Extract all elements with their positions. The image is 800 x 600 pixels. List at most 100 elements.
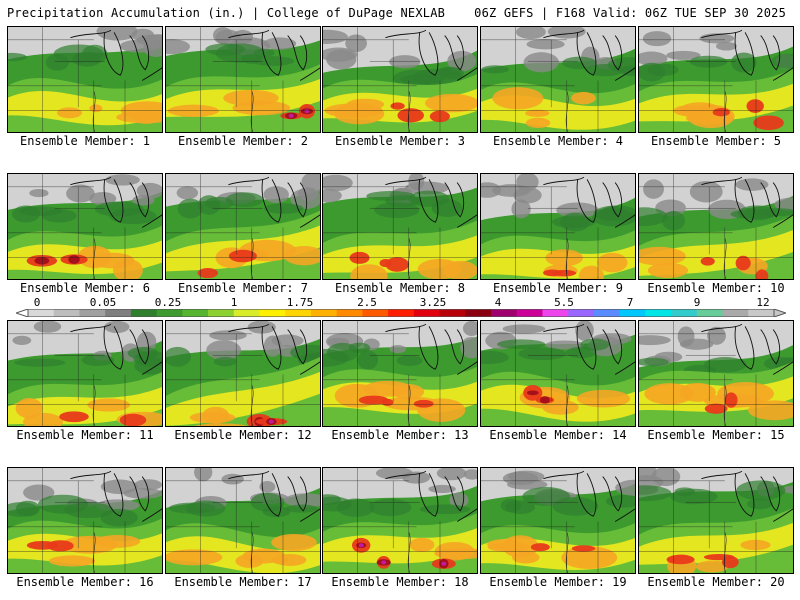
- precip-cell: [492, 87, 544, 110]
- ensemble-member-label: Ensemble Member: 12: [174, 428, 312, 442]
- colorbar-swatch: [182, 309, 209, 317]
- precip-cell: [77, 245, 112, 269]
- precip-cell: [695, 560, 729, 573]
- lake-michigan: [576, 179, 597, 223]
- colorbar-swatch: [156, 309, 183, 317]
- ensemble-map-panel: [322, 320, 478, 427]
- lake-superior: [385, 176, 427, 186]
- lake-superior: [228, 470, 270, 480]
- lake-huron: [602, 182, 623, 218]
- mississippi-river: [92, 91, 96, 132]
- ensemble-map-panel: [165, 26, 321, 133]
- precip-cell: [87, 398, 131, 412]
- mississippi-river: [407, 532, 411, 573]
- lake-huron: [287, 476, 308, 512]
- lake-huron: [287, 182, 308, 218]
- precip-cell: [748, 400, 793, 421]
- precip-cell: [571, 91, 596, 105]
- lake-erie: [614, 214, 635, 228]
- ensemble-member-label: Ensemble Member: 2: [177, 134, 309, 148]
- ensemble-map-panel: [480, 467, 636, 574]
- lake-huron: [602, 476, 623, 512]
- lake-michigan: [103, 179, 124, 223]
- precip-cell: [647, 262, 689, 279]
- colorbar-swatch: [130, 309, 158, 317]
- lake-superior: [543, 29, 585, 39]
- precip-cell: [235, 554, 264, 568]
- precip-cell: [424, 93, 477, 113]
- colorbar-swatch: [619, 309, 646, 317]
- precip-cell: [57, 107, 83, 119]
- lake-erie: [772, 508, 793, 522]
- colorbar-swatch: [208, 309, 235, 317]
- lake-huron: [760, 182, 781, 218]
- colorbar-swatch: [748, 309, 775, 317]
- lake-erie: [772, 214, 793, 228]
- lake-erie: [141, 214, 162, 228]
- ensemble-member-label: Ensemble Member: 6: [19, 281, 151, 295]
- lake-erie: [299, 508, 320, 522]
- lake-erie: [456, 508, 477, 522]
- valid-time: 06Z GEFS | F168 Valid: 06Z TUE SEP 30 20…: [474, 6, 786, 20]
- lake-huron: [129, 476, 150, 512]
- colorbar-swatch: [593, 309, 621, 317]
- ensemble-map-panel: [480, 26, 636, 133]
- lake-superior: [228, 29, 270, 39]
- lake-superior: [385, 29, 427, 39]
- colorbar-swatch: [105, 309, 132, 317]
- lake-huron: [444, 329, 465, 365]
- lake-michigan: [103, 473, 124, 517]
- precip-cell: [417, 258, 462, 279]
- mississippi-river: [723, 385, 727, 426]
- mississippi-river: [250, 238, 254, 279]
- precip-cell: [434, 548, 477, 560]
- ensemble-member-label: Ensemble Member: 11: [16, 428, 154, 442]
- ensemble-map-panel: [322, 26, 478, 133]
- lake-erie: [614, 361, 635, 375]
- lake-michigan: [576, 326, 597, 370]
- ensemble-map-panel: [322, 467, 478, 574]
- colorbar-swatch: [413, 309, 441, 317]
- precip-cell: [392, 383, 425, 400]
- ensemble-map-panel: [165, 467, 321, 574]
- colorbar-tick-label: 4: [494, 296, 502, 309]
- lake-michigan: [261, 473, 282, 517]
- precip-cell: [679, 382, 716, 402]
- lake-michigan: [261, 32, 282, 76]
- precip-cell: [639, 246, 686, 266]
- ensemble-member-label: Ensemble Member: 1: [19, 134, 151, 148]
- precip-cell: [223, 89, 279, 107]
- precip-cell: [334, 103, 385, 125]
- lake-michigan: [734, 326, 755, 370]
- colorbar-tick-label: 0.05: [89, 296, 117, 309]
- colorbar-swatch: [79, 309, 106, 317]
- lake-superior: [701, 176, 743, 186]
- precip-cell: [525, 117, 551, 129]
- precip-cell: [350, 264, 388, 279]
- precip-cell: [15, 398, 43, 419]
- lake-superior: [70, 29, 112, 39]
- ensemble-member-label: Ensemble Member: 14: [489, 428, 627, 442]
- precip-cell: [271, 534, 317, 551]
- map-title: Precipitation Accumulation (in.) | Colle…: [7, 6, 446, 20]
- ensemble-map-panel: [7, 26, 163, 133]
- mississippi-river: [723, 91, 727, 132]
- lake-erie: [299, 361, 320, 375]
- precip-cell: [511, 551, 540, 564]
- lake-michigan: [734, 473, 755, 517]
- colorbar-swatch: [233, 309, 261, 317]
- colorbar-tick-label: 7: [626, 296, 634, 309]
- lake-erie: [456, 214, 477, 228]
- colorbar-left-arrow: [16, 309, 29, 317]
- dry-region: [323, 468, 477, 505]
- lake-michigan: [734, 179, 755, 223]
- ensemble-map-panel: [7, 320, 163, 427]
- lake-superior: [701, 29, 743, 39]
- colorbar-right-arrow: [773, 309, 786, 317]
- lake-erie: [141, 361, 162, 375]
- ensemble-member-label: Ensemble Member: 8: [334, 281, 466, 295]
- lake-michigan: [576, 473, 597, 517]
- lake-huron: [602, 35, 623, 71]
- ensemble-map-panel: [165, 320, 321, 427]
- precip-cell: [487, 539, 522, 550]
